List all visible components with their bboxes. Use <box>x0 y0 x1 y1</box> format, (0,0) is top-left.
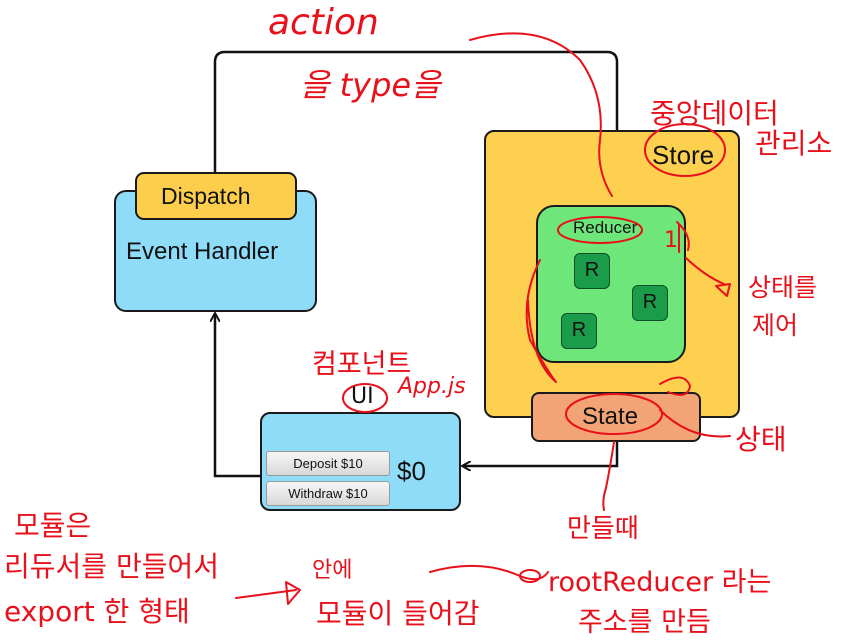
reducer-circle <box>557 216 643 244</box>
one-mark <box>676 221 690 253</box>
note-control-state-2: 제어 <box>752 311 799 340</box>
note-root-reducer-1: rootReducer 라는 <box>548 567 772 598</box>
store-circle <box>644 123 726 177</box>
deposit-button[interactable]: Deposit $10 <box>266 451 390 476</box>
root-reducer-ring <box>519 569 541 583</box>
reducer-item: R <box>574 253 610 289</box>
store-label: Store <box>652 140 715 170</box>
arrow-state-to-ui <box>463 442 619 466</box>
state-circle <box>565 393 663 435</box>
action-curve <box>469 32 613 197</box>
note-component: 컴포넌트 <box>312 349 412 380</box>
note-central-manage: 관리소 <box>755 127 833 160</box>
reducer-loop-stroke <box>525 259 557 383</box>
note-arrowhead <box>715 283 731 297</box>
state-note-curve <box>659 409 731 438</box>
note-app-js: App.js <box>398 374 466 399</box>
make-when-curve <box>602 441 615 511</box>
ui-circle <box>342 383 388 413</box>
state-loop <box>659 376 691 396</box>
arrow-ui-to-event-handler <box>215 314 260 478</box>
note-type: 을 type을 <box>300 66 441 104</box>
note-inside-1: 안에 <box>312 558 353 583</box>
note-modules-1: 모듈은 <box>14 509 92 542</box>
dispatch-box <box>135 172 297 220</box>
note-control-state: 상태를 <box>748 273 818 302</box>
root-reducer-line <box>429 564 549 581</box>
arrow-dispatch-to-store <box>213 50 617 203</box>
reducer-item: R <box>632 285 668 321</box>
note-action: action <box>268 2 379 43</box>
note-make-when: 만들때 <box>567 514 639 544</box>
module-arrow-fill <box>285 581 301 605</box>
balance-value: $0 <box>397 456 426 486</box>
reducer-to-note <box>685 257 725 285</box>
note-state: 상태 <box>735 423 787 456</box>
note-one: 1 <box>664 228 678 253</box>
event-handler-label: Event Handler <box>126 238 279 265</box>
note-root-reducer-2: 주소를 만듬 <box>578 607 711 638</box>
note-ui: UI <box>351 384 374 409</box>
note-modules-3: export 한 형태 <box>4 595 190 628</box>
reducer-item: R <box>561 313 597 349</box>
dispatch-label: Dispatch <box>161 183 251 209</box>
note-central-data: 중앙데이터 <box>650 97 779 130</box>
reducer-label: Reducer <box>573 218 638 237</box>
note-inside-2: 모듈이 들어감 <box>316 597 480 630</box>
note-modules-2: 리듀서를 만들어서 <box>4 550 219 583</box>
state-label: State <box>582 403 639 430</box>
withdraw-button[interactable]: Withdraw $10 <box>266 481 390 506</box>
